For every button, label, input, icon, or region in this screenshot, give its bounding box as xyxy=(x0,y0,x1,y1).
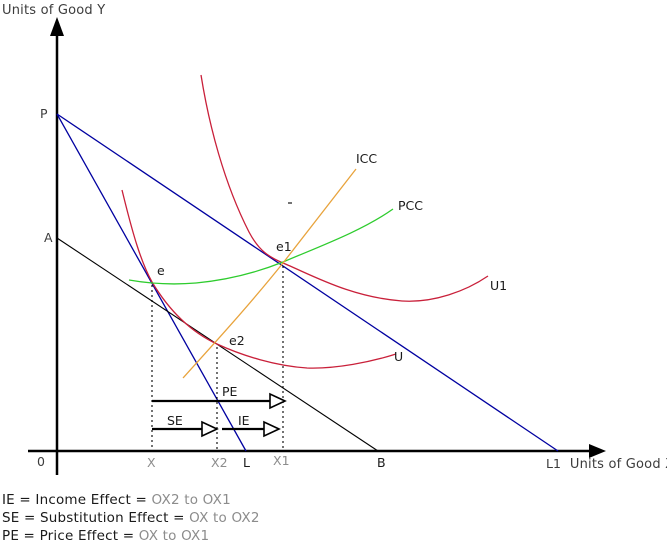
pcc-label: PCC xyxy=(398,198,423,213)
legend-ie-range: OX2 to OX1 xyxy=(152,492,231,508)
y-axis-arrowhead-icon xyxy=(50,17,64,36)
y-axis-title: Units of Good Y xyxy=(2,3,105,18)
se-label: SE xyxy=(167,413,183,428)
l1-label: L1 xyxy=(546,456,561,471)
x2-label: X2 xyxy=(211,455,228,470)
se-arrow xyxy=(152,420,219,438)
x-axis-arrowhead-icon xyxy=(589,444,606,458)
indifference-curve-u1 xyxy=(200,74,489,302)
legend-line-pe: PE = Price Effect = OX to OX1 xyxy=(2,528,209,544)
e-label: e xyxy=(157,263,165,278)
icc-label: ICC xyxy=(356,151,377,166)
e1-label: e1 xyxy=(276,239,292,254)
icc-curve xyxy=(182,168,357,379)
u-label: U xyxy=(394,349,403,364)
pe-arrowhead-icon xyxy=(269,392,287,410)
ie-arrow xyxy=(222,420,281,438)
b-label: B xyxy=(377,455,386,470)
ie-arrowhead-icon xyxy=(263,420,281,438)
l-label: L xyxy=(243,455,250,470)
u1-label: U1 xyxy=(490,278,507,293)
budget-line-p-l1 xyxy=(56,113,559,452)
se-arrowhead-icon xyxy=(201,420,219,438)
legend-line-se: SE = Substitution Effect = OX to OX2 xyxy=(2,510,260,526)
e2-label: e2 xyxy=(229,333,245,348)
pe-label: PE xyxy=(222,384,238,399)
legend-se-term: SE = Substitution Effect = xyxy=(2,510,189,526)
legend-se-range: OX to OX2 xyxy=(189,510,260,526)
legend-pe-range: OX to OX1 xyxy=(139,528,210,544)
ie-label: IE xyxy=(238,413,250,428)
origin-label: 0 xyxy=(37,454,45,469)
a-label: A xyxy=(44,230,53,245)
legend-pe-term: PE = Price Effect = xyxy=(2,528,139,544)
x-axis-title: Units of Good X xyxy=(570,457,667,472)
legend-line-ie: IE = Income Effect = OX2 to OX1 xyxy=(2,492,231,508)
pcc-curve xyxy=(128,208,394,285)
x-axis-corner-labels: L1 Units of Good X xyxy=(546,456,667,472)
x-label: X xyxy=(147,455,156,470)
indifference-curve-u xyxy=(121,189,397,369)
legend-ie-term: IE = Income Effect = xyxy=(2,492,152,508)
p-label: P xyxy=(40,106,48,121)
x1-label: X1 xyxy=(273,453,290,468)
pe-arrow xyxy=(152,392,287,410)
